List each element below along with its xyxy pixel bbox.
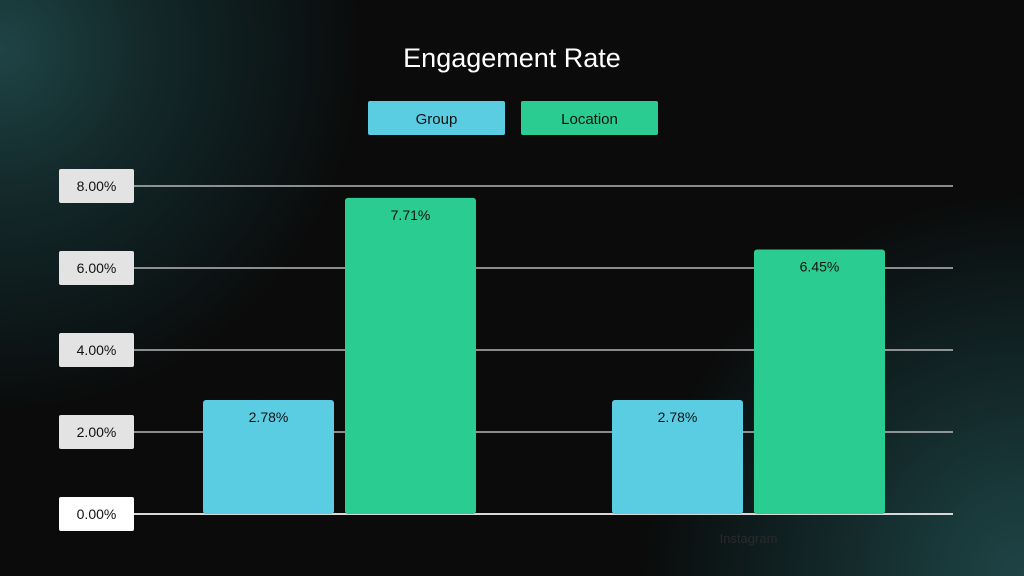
bars: 2.78% 7.71% 2.78% 6.45% xyxy=(203,197,885,515)
y-tick-label: 6.00% xyxy=(77,260,117,276)
bar xyxy=(345,197,476,514)
y-tick-label: 0.00% xyxy=(77,506,117,522)
y-tick-box xyxy=(59,333,134,367)
x-axis-labels: Instagram xyxy=(720,531,778,546)
chart-title: Engagement Rate xyxy=(403,43,621,73)
y-tick-box xyxy=(59,169,134,203)
y-tick-box xyxy=(59,251,134,285)
x-category-label: Instagram xyxy=(720,531,778,546)
y-tick-box xyxy=(59,497,134,531)
bar-value-label: 7.71% xyxy=(391,207,431,223)
bar xyxy=(754,249,885,515)
legend-swatch xyxy=(368,101,505,135)
y-tick-box xyxy=(59,415,134,449)
legend-label: Group xyxy=(416,111,458,128)
y-axis-ticks: 0.00% 2.00% 4.00% 6.00% 8.00% xyxy=(59,169,134,531)
legend-label: Location xyxy=(561,111,618,128)
bar-value-label: 2.78% xyxy=(249,409,289,425)
y-tick-label: 4.00% xyxy=(77,342,117,358)
y-tick-label: 8.00% xyxy=(77,178,117,194)
bar-value-label: 2.78% xyxy=(658,409,698,425)
bar-value-label: 6.45% xyxy=(800,259,840,275)
bar xyxy=(203,400,334,514)
bar xyxy=(612,400,743,514)
y-tick-label: 2.00% xyxy=(77,424,117,440)
legend: Group Location xyxy=(368,101,658,135)
legend-swatch xyxy=(521,101,658,135)
